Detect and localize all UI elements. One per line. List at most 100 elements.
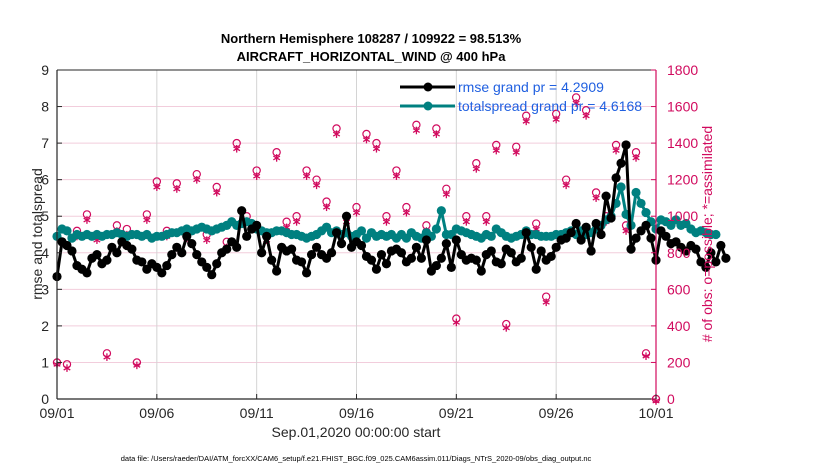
asterisk-stroke bbox=[253, 173, 261, 179]
rmse-marker bbox=[411, 242, 421, 252]
rmse-marker bbox=[611, 173, 621, 183]
rmse-marker bbox=[182, 231, 192, 241]
obs-assimilated-marker bbox=[203, 236, 211, 244]
rmse-marker bbox=[691, 244, 701, 254]
y-tick-label-right: 1200 bbox=[667, 172, 698, 188]
y-tick-label-left: 3 bbox=[41, 281, 49, 297]
rmse-marker bbox=[296, 257, 307, 267]
obs-assimilated-marker bbox=[502, 324, 510, 332]
obs-assimilated-marker bbox=[372, 144, 381, 153]
y-tick-label-left: 6 bbox=[41, 172, 49, 188]
x-tick-label: 09/26 bbox=[539, 405, 574, 421]
rmse-marker bbox=[416, 253, 426, 263]
obs-assimilated-marker bbox=[462, 218, 470, 226]
rmse-marker bbox=[601, 191, 611, 201]
y-tick-label-right: 1600 bbox=[667, 99, 698, 115]
totalspread-marker bbox=[436, 206, 446, 216]
obs-assimilated-marker bbox=[153, 183, 161, 191]
rmse-marker bbox=[621, 140, 631, 150]
rmse-marker bbox=[596, 229, 606, 240]
asterisk-stroke bbox=[502, 325, 510, 331]
x-tick-label: 09/16 bbox=[339, 405, 374, 421]
y-tick-label-right: 800 bbox=[667, 245, 691, 261]
chart-title: Northern Hemisphere 108287 / 109922 = 98… bbox=[221, 31, 522, 46]
rmse-marker bbox=[102, 255, 112, 265]
obs-assimilated-marker bbox=[612, 146, 620, 155]
rmse-marker bbox=[202, 262, 212, 272]
rmse-marker bbox=[366, 255, 377, 265]
totalspread-marker bbox=[356, 226, 367, 236]
rmse-marker bbox=[396, 248, 407, 258]
totalspread-marker bbox=[711, 229, 721, 240]
rmse-marker bbox=[376, 250, 387, 260]
legend: rmse grand pr = 4.2909 totalspread grand… bbox=[400, 79, 642, 114]
rmse-marker bbox=[127, 244, 137, 254]
obs-assimilated-marker bbox=[552, 115, 560, 124]
y-tick-label-left: 1 bbox=[41, 354, 49, 370]
rmse-marker bbox=[631, 233, 641, 243]
rmse-marker bbox=[471, 255, 481, 265]
rmse-marker bbox=[446, 262, 456, 272]
obs-assimilated-marker bbox=[442, 190, 450, 199]
rmse-marker bbox=[521, 228, 531, 238]
legend-rmse-marker bbox=[423, 82, 433, 92]
obs-assimilated-marker bbox=[253, 172, 261, 180]
asterisk-stroke bbox=[432, 131, 440, 137]
rmse-marker bbox=[162, 260, 172, 271]
rmse-marker bbox=[222, 244, 232, 254]
rmse-marker bbox=[571, 218, 581, 229]
asterisk-stroke bbox=[143, 217, 151, 223]
obs-assimilated-marker bbox=[582, 112, 590, 120]
asterisk-stroke bbox=[203, 237, 211, 243]
asterisk-stroke bbox=[462, 219, 470, 225]
rmse-marker bbox=[486, 246, 496, 256]
obs-assimilated-marker bbox=[83, 216, 91, 224]
data-file-footnote: data file: /Users/raeder/DAI/ATM_forcXX/… bbox=[121, 454, 592, 463]
rmse-marker bbox=[331, 228, 342, 238]
rmse-marker bbox=[496, 259, 506, 269]
rmse-marker bbox=[476, 266, 486, 276]
y-tick-label-right: 400 bbox=[667, 318, 691, 334]
rmse-marker bbox=[381, 259, 392, 269]
rmse-marker bbox=[207, 270, 217, 280]
asterisk-stroke bbox=[193, 177, 201, 183]
rmse-marker bbox=[406, 253, 417, 263]
obs-assimilated-marker bbox=[412, 126, 421, 135]
rmse-marker bbox=[716, 240, 726, 251]
rmse-marker bbox=[616, 158, 626, 168]
asterisk-stroke bbox=[63, 365, 71, 371]
obs-assimilated-marker bbox=[432, 130, 440, 138]
obs-assimilated-marker bbox=[452, 318, 460, 327]
rmse-marker bbox=[341, 211, 352, 221]
rmse-marker bbox=[177, 248, 187, 258]
rmse-marker bbox=[706, 248, 716, 258]
y-tick-label-right: 1400 bbox=[667, 135, 698, 151]
rmse-marker bbox=[257, 248, 267, 258]
asterisk-stroke bbox=[302, 173, 311, 179]
y-tick-label-left: 4 bbox=[41, 245, 49, 261]
rmse-marker bbox=[112, 248, 122, 258]
rmse-marker bbox=[606, 213, 616, 223]
asterisk-stroke bbox=[472, 166, 480, 172]
legend-totalspread-label: totalspread grand pr = 4.6168 bbox=[458, 98, 642, 114]
y-ticks-right: 0 200 400 600 800 1000 1200 1400 1600 1800 bbox=[651, 62, 698, 407]
obs-assimilated-marker bbox=[312, 181, 321, 190]
asterisk-stroke bbox=[622, 228, 630, 234]
asterisk-stroke bbox=[402, 210, 411, 216]
y-tick-label-left: 8 bbox=[41, 99, 49, 115]
rmse-marker bbox=[566, 228, 576, 238]
rmse-marker bbox=[167, 250, 177, 260]
series-layer bbox=[52, 140, 731, 282]
obs-assimilated-marker bbox=[63, 364, 71, 372]
y-axis-label-right: # of obs: o=possible; *=assimilated bbox=[699, 126, 715, 342]
asterisk-stroke bbox=[482, 219, 490, 225]
rmse-marker bbox=[232, 242, 242, 252]
obs-assimilated-marker bbox=[572, 99, 580, 107]
asterisk-stroke bbox=[213, 190, 221, 196]
obs-assimilated-marker bbox=[402, 208, 411, 217]
asterisk-stroke bbox=[292, 219, 301, 225]
asterisk-stroke bbox=[283, 224, 291, 230]
asterisk-stroke bbox=[492, 148, 500, 154]
obs-assimilated-marker bbox=[143, 216, 151, 224]
rmse-marker bbox=[192, 250, 202, 260]
